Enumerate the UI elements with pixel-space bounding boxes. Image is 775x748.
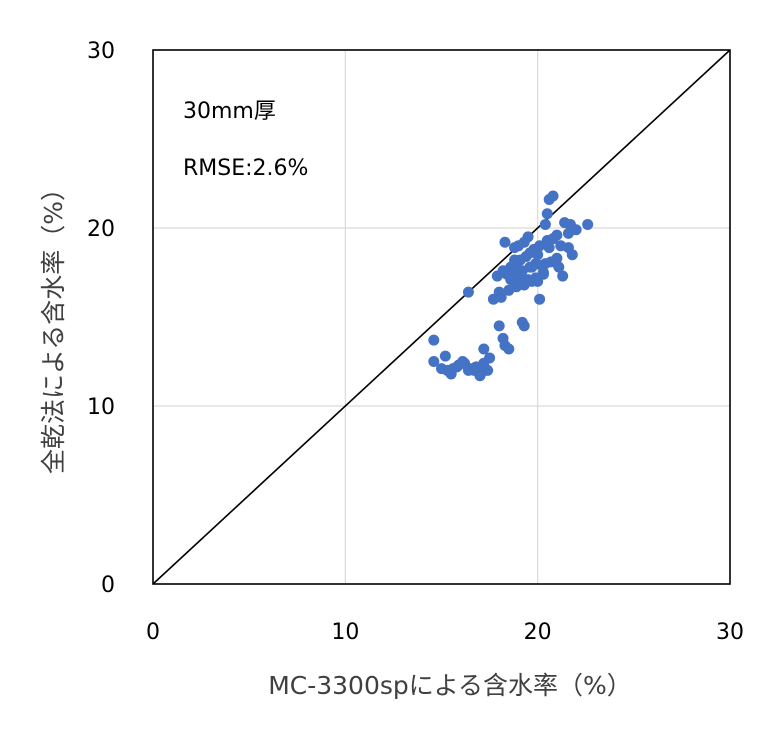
- reference-line-1to1: [152, 49, 731, 585]
- data-point: [495, 291, 507, 303]
- annotation-rmse: RMSE:2.6%: [183, 156, 308, 181]
- data-point: [551, 252, 563, 264]
- data-point: [541, 208, 553, 220]
- data-point: [532, 275, 544, 287]
- x-tick-label: 0: [146, 620, 160, 645]
- x-tick-label: 30: [716, 620, 744, 645]
- data-point: [543, 242, 555, 254]
- data-point: [439, 350, 451, 362]
- data-point: [491, 270, 503, 282]
- plot-frame: [152, 49, 731, 585]
- data-point: [534, 293, 546, 305]
- data-point: [530, 258, 542, 270]
- data-point: [582, 218, 594, 230]
- data-point: [428, 334, 440, 346]
- data-point: [503, 343, 515, 355]
- x-tick-label: 10: [331, 620, 359, 645]
- data-point: [562, 227, 574, 239]
- data-point: [537, 267, 549, 278]
- y-tick-label: 30: [87, 39, 115, 64]
- data-point: [512, 277, 524, 289]
- data-point: [522, 274, 534, 286]
- y-tick-label: 10: [87, 395, 115, 420]
- y-axis-title: 全乾法による含水率（%）: [39, 176, 68, 474]
- data-point: [559, 217, 571, 229]
- data-point: [428, 356, 440, 367]
- y-tick-label: 20: [87, 217, 115, 242]
- data-point: [562, 242, 574, 254]
- data-point: [462, 286, 474, 298]
- data-point: [462, 364, 474, 376]
- data-points: [428, 190, 594, 382]
- data-point: [539, 218, 551, 230]
- data-point: [478, 357, 490, 369]
- data-point: [532, 249, 544, 261]
- y-tick-labels: 0 10 20 30: [87, 39, 115, 598]
- data-point: [543, 194, 555, 206]
- data-point: [509, 254, 521, 266]
- x-axis-title: MC-3300spによる含水率（%）: [268, 671, 632, 700]
- grid-lines: [153, 50, 730, 584]
- data-point: [493, 320, 505, 332]
- data-point: [557, 270, 569, 282]
- data-point: [518, 320, 530, 332]
- x-tick-label: 20: [524, 620, 552, 645]
- y-tick-label: 0: [101, 573, 115, 598]
- data-point: [503, 284, 515, 296]
- data-point: [553, 261, 565, 273]
- data-point: [478, 343, 490, 355]
- data-point: [534, 240, 546, 252]
- data-point: [509, 242, 521, 254]
- data-point: [457, 356, 469, 367]
- data-point: [499, 236, 511, 248]
- x-tick-labels: 0 10 20 30: [146, 620, 744, 645]
- annotation-thickness: 30mm厚: [183, 99, 276, 124]
